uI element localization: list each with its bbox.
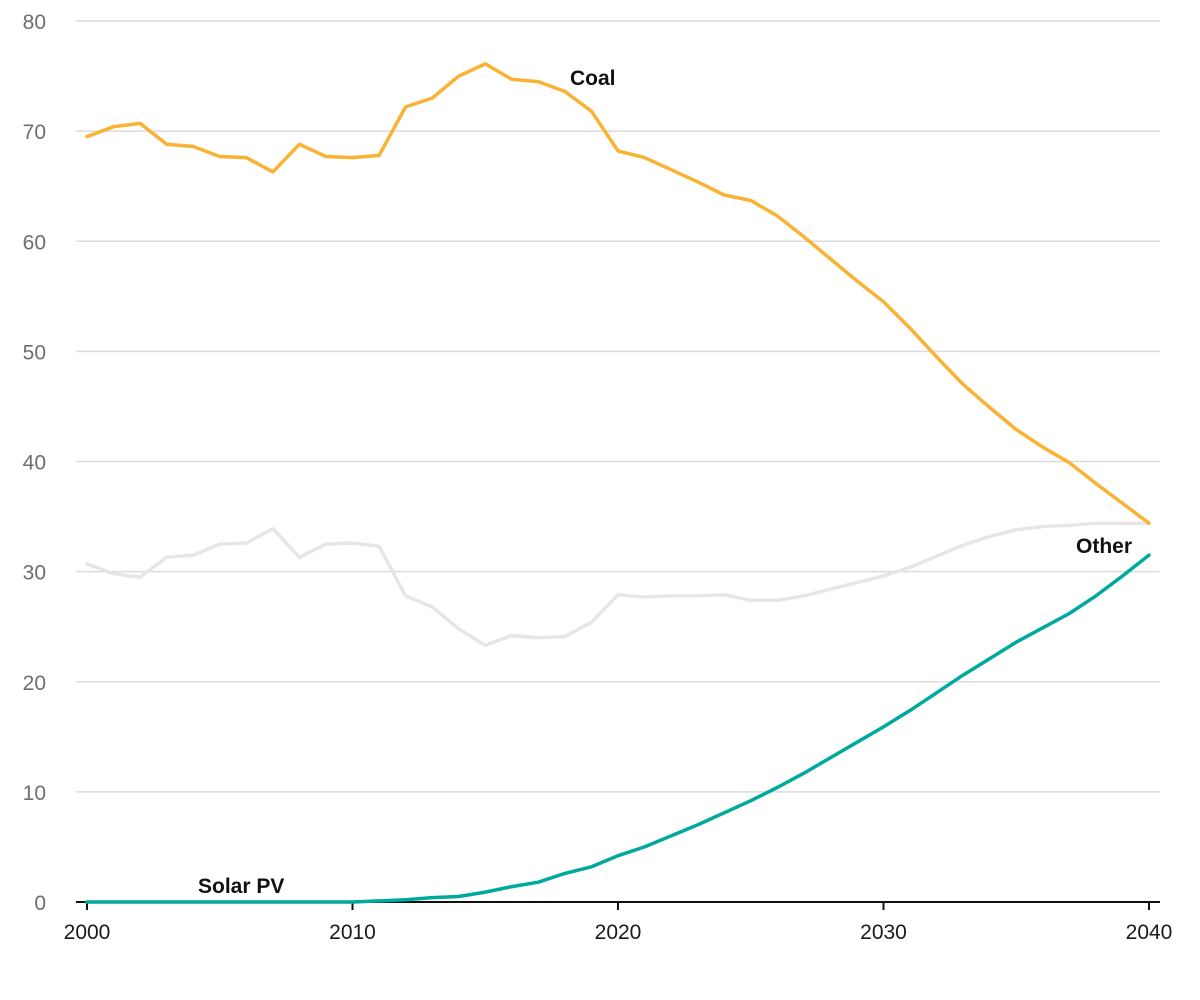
y-tick-label-40: 40	[23, 452, 46, 475]
series-line-other	[85, 521, 1151, 648]
series-label-coal: Coal	[570, 67, 616, 90]
y-tick-label-20: 20	[23, 672, 46, 695]
y-tick-label-30: 30	[23, 562, 46, 585]
y-tick-label-10: 10	[23, 782, 46, 805]
x-axis: 2000 2010 2020 2030 2040	[64, 901, 1173, 944]
y-tick-label-60: 60	[23, 231, 46, 254]
y-axis-tick-labels: 0 10 20 30 40 50 60 70 80	[23, 11, 46, 915]
x-tick-label-2030: 2030	[860, 921, 907, 944]
series-line-coal	[85, 62, 1151, 525]
y-gridlines	[76, 20, 1160, 793]
series-label-solar-pv: Solar PV	[198, 875, 284, 898]
x-tick-label-2040: 2040	[1126, 921, 1173, 944]
y-tick-label-70: 70	[23, 121, 46, 144]
y-tick-label-80: 80	[23, 11, 46, 34]
x-tick-label-2020: 2020	[595, 921, 642, 944]
x-tick-label-2010: 2010	[329, 921, 376, 944]
series-label-other: Other	[1076, 535, 1132, 558]
x-tick-label-2000: 2000	[64, 921, 111, 944]
y-tick-label-0: 0	[34, 892, 46, 915]
series-line-solar-pv	[85, 553, 1151, 904]
series-lines	[85, 62, 1151, 904]
y-tick-label-50: 50	[23, 341, 46, 364]
